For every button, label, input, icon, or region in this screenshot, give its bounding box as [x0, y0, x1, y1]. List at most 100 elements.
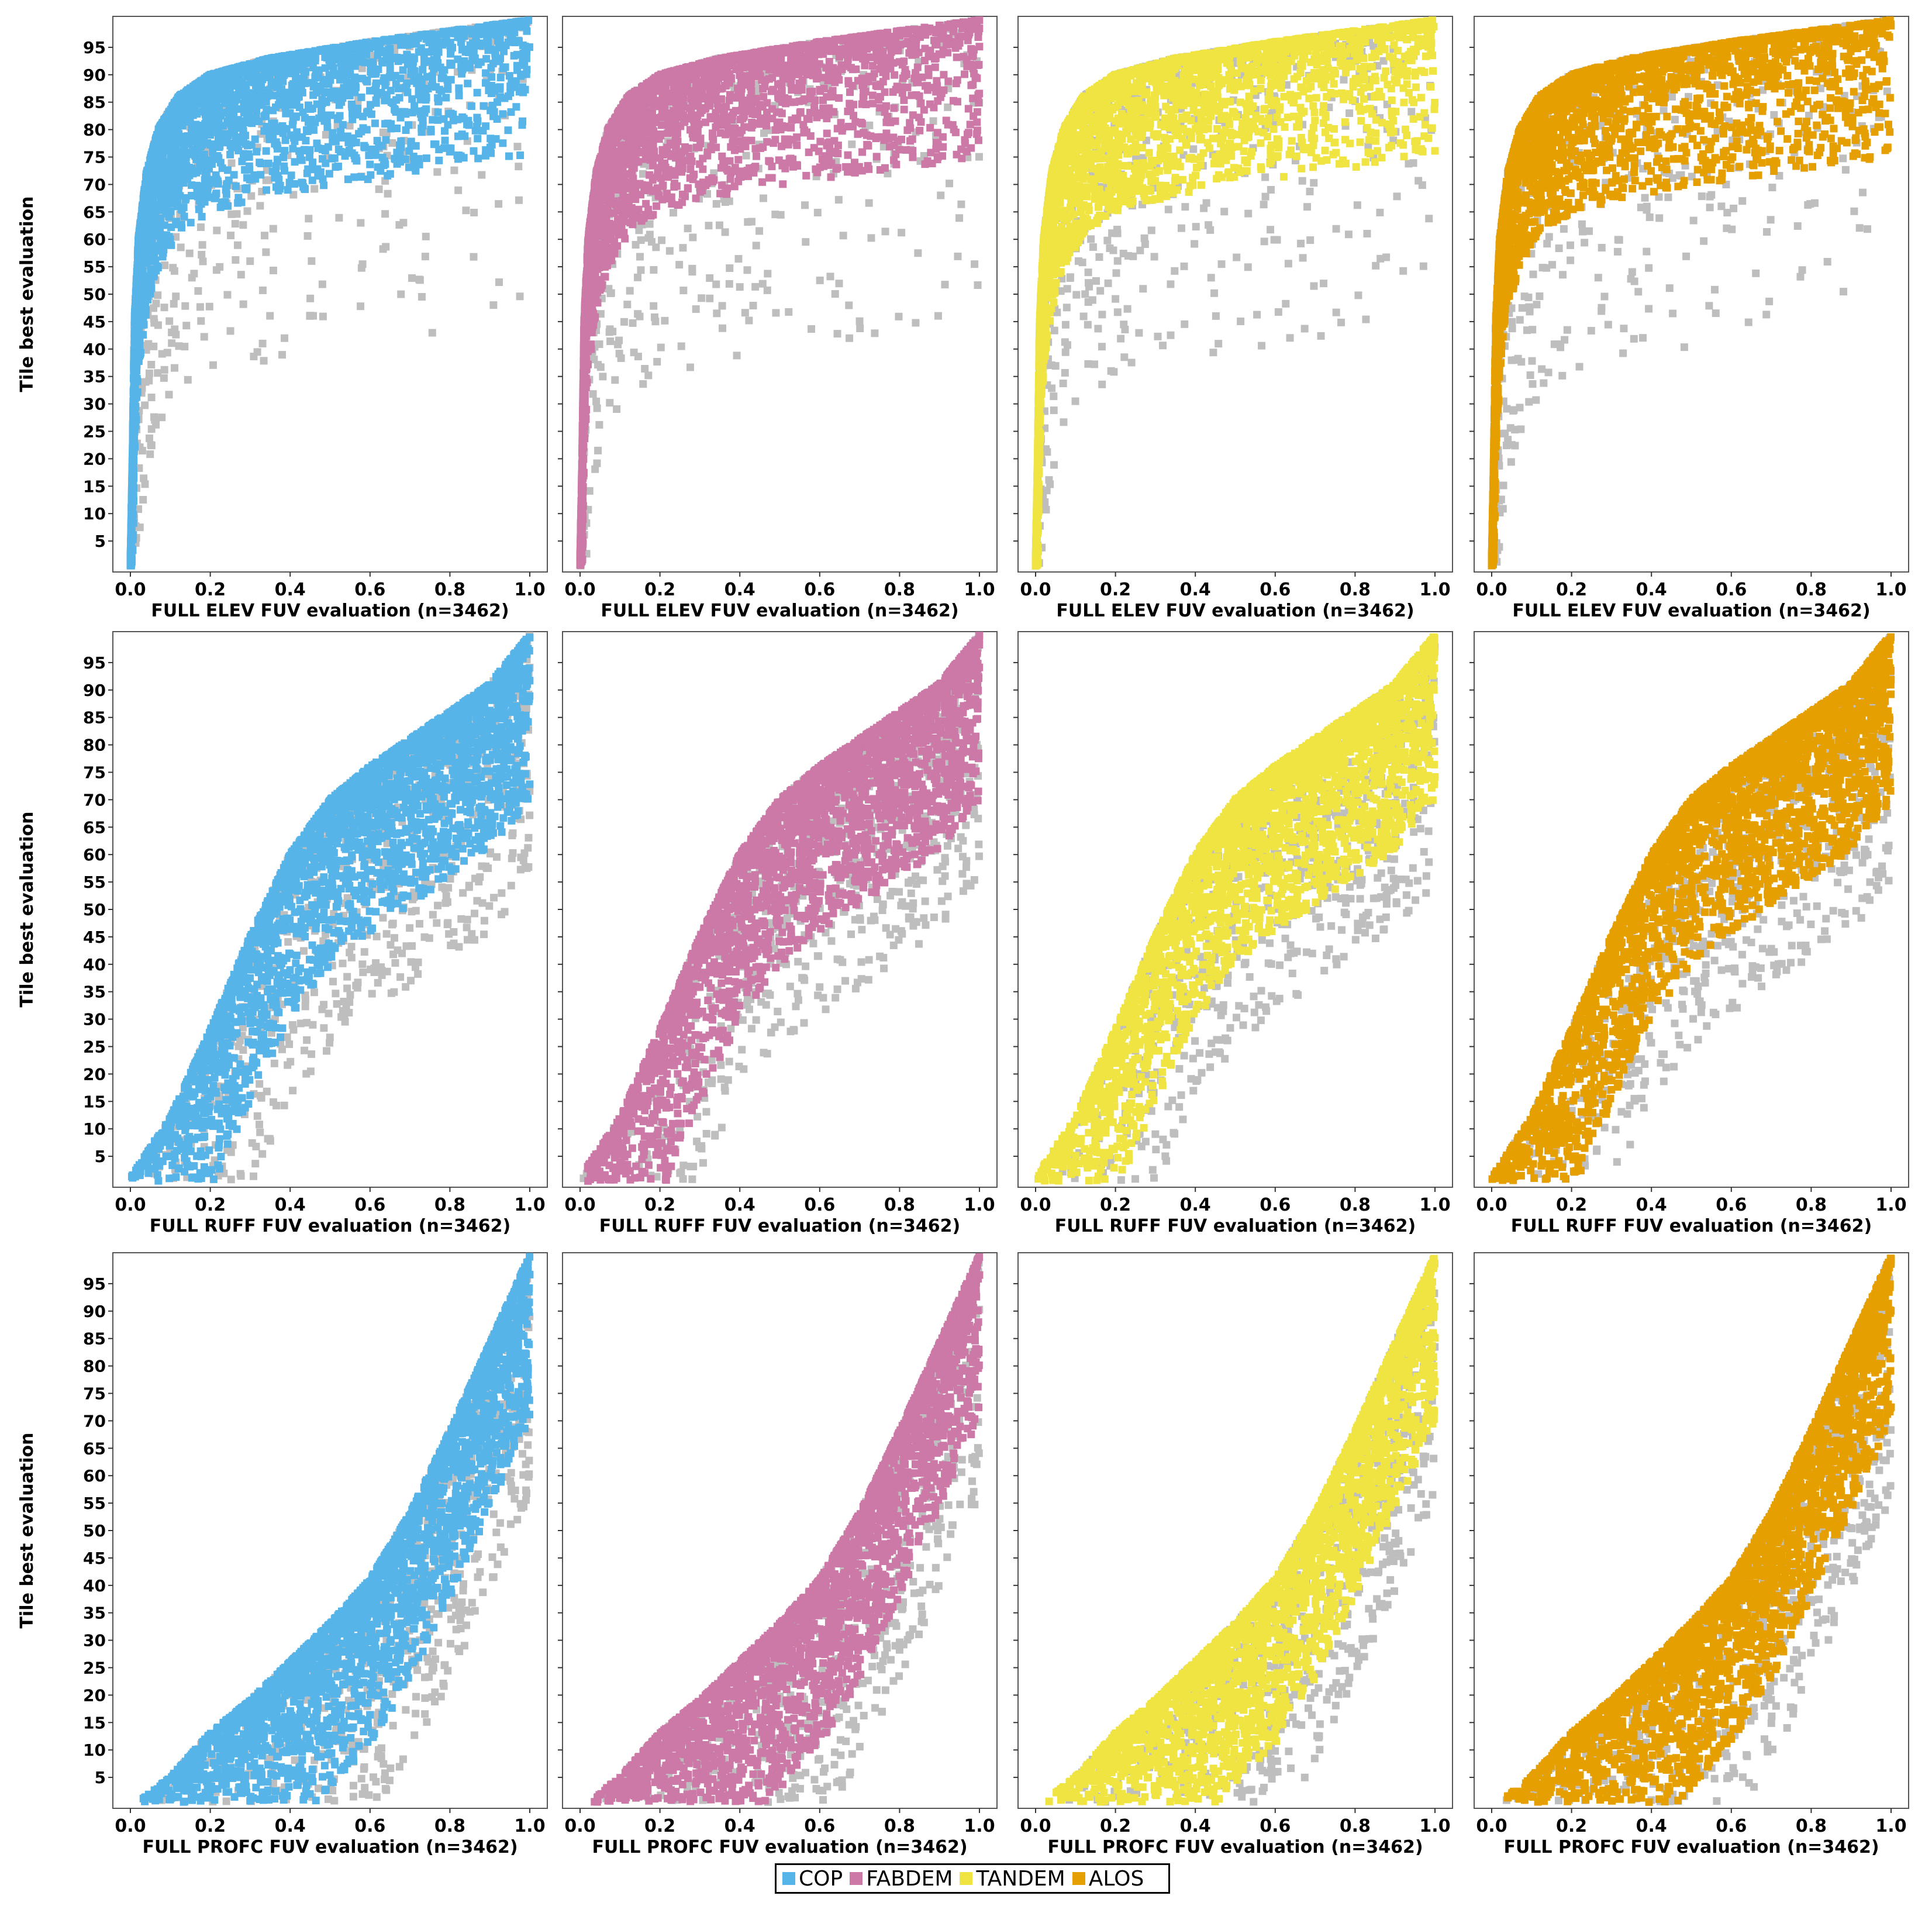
data-point-other: [233, 210, 241, 218]
data-point: [170, 148, 178, 156]
data-point: [380, 74, 388, 82]
y-tick-label: 85: [83, 93, 106, 112]
data-point: [206, 87, 215, 95]
data-point: [143, 258, 151, 266]
data-point: [521, 85, 529, 94]
data-point: [323, 123, 332, 131]
data-point: [461, 26, 469, 35]
data-point: [384, 171, 392, 180]
x-tick-label: 0.4: [275, 580, 306, 600]
data-point-other: [595, 421, 603, 429]
data-point: [470, 54, 478, 62]
data-point-other: [462, 206, 470, 215]
data-point: [343, 56, 351, 64]
data-point: [357, 173, 365, 181]
data-point-other: [721, 228, 729, 236]
data-point-other: [718, 302, 726, 310]
data-point: [525, 43, 533, 51]
data-point: [158, 245, 166, 253]
data-point: [473, 113, 481, 122]
data-point: [189, 103, 198, 111]
data-point: [206, 193, 215, 201]
data-point-other: [146, 450, 154, 459]
data-point: [155, 229, 163, 237]
data-point: [357, 93, 365, 101]
data-point: [128, 490, 136, 498]
data-point-other: [171, 364, 179, 372]
data-point: [180, 204, 188, 212]
data-point: [362, 76, 370, 84]
data-point-other: [813, 208, 822, 216]
data-point-other: [650, 313, 658, 321]
data-point-other: [196, 223, 205, 231]
data-point: [202, 171, 211, 180]
data-point: [412, 167, 420, 175]
data-point: [473, 88, 481, 96]
data-point: [312, 89, 320, 97]
data-point: [261, 68, 269, 77]
data-point: [432, 45, 440, 53]
data-point: [513, 61, 521, 70]
data-point: [490, 30, 498, 38]
data-point: [441, 29, 450, 37]
data-point-other: [147, 425, 156, 433]
data-point: [333, 70, 341, 78]
data-point: [407, 70, 415, 78]
data-point: [234, 81, 242, 89]
data-point: [128, 507, 136, 515]
x-axis-label: FULL ELEV FUV evaluation (n=3462): [151, 601, 509, 621]
data-point: [230, 129, 239, 137]
data-point-other: [706, 274, 714, 282]
data-point: [210, 155, 218, 163]
data-point: [302, 126, 310, 134]
data-point: [312, 67, 320, 75]
data-point: [161, 159, 170, 167]
data-point: [374, 163, 382, 171]
data-point-other: [147, 441, 155, 449]
data-point: [418, 124, 426, 132]
data-point: [352, 139, 360, 147]
data-point: [815, 147, 823, 156]
data-point: [422, 154, 430, 163]
y-tick-label: 80: [83, 120, 106, 140]
data-point-other: [196, 303, 204, 311]
data-point: [251, 93, 259, 101]
data-point-other: [745, 316, 753, 325]
data-point-other: [975, 153, 983, 161]
data-point: [315, 73, 323, 81]
data-point: [382, 136, 390, 144]
data-point: [344, 148, 352, 156]
data-point-other: [418, 293, 426, 301]
data-point: [245, 162, 253, 170]
data-point: [209, 148, 217, 156]
data-point: [318, 108, 326, 116]
data-point: [281, 103, 289, 111]
data-point: [290, 134, 298, 142]
data-point: [501, 28, 509, 36]
data-point-other: [736, 283, 744, 291]
data-point-other: [227, 159, 236, 167]
data-point: [203, 93, 212, 101]
data-point-other: [258, 339, 267, 347]
data-point: [128, 453, 136, 461]
data-point-other: [198, 250, 206, 259]
data-point-other: [433, 168, 441, 176]
data-point: [437, 74, 446, 82]
data-point-other: [692, 305, 700, 313]
data-point: [226, 150, 234, 158]
data-point: [149, 149, 157, 157]
data-point: [262, 186, 270, 194]
data-point: [419, 66, 427, 74]
data-point: [378, 153, 387, 161]
data-point: [382, 47, 390, 55]
data-point-other: [718, 324, 726, 332]
data-point: [184, 109, 192, 118]
data-point-other: [749, 302, 757, 310]
data-point: [332, 163, 340, 171]
data-point: [232, 182, 240, 190]
data-point-other: [303, 232, 312, 240]
data-point-other: [596, 363, 605, 371]
data-point: [515, 37, 523, 46]
data-point-other: [306, 312, 314, 320]
data-point: [180, 212, 188, 220]
